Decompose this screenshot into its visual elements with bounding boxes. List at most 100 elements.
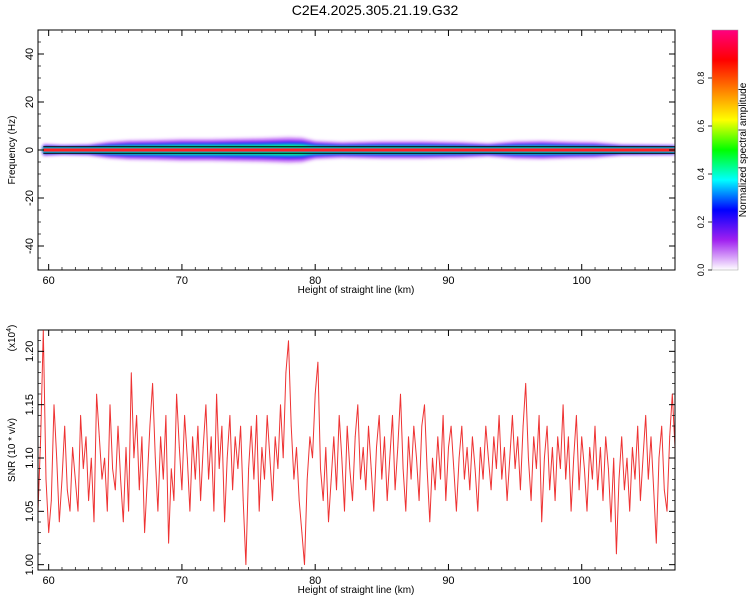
snr-point	[426, 468, 428, 470]
x-tick-label: 60	[43, 575, 55, 587]
snr-point	[394, 489, 396, 491]
snr-point	[234, 436, 236, 438]
snr-point	[338, 414, 340, 416]
snr-point	[224, 521, 226, 523]
snr-point	[474, 468, 476, 470]
snr-point	[485, 425, 487, 427]
snr-point	[469, 489, 471, 491]
snr-point	[320, 468, 321, 470]
snr-point	[205, 404, 207, 406]
snr-point	[178, 446, 180, 448]
snr-point	[152, 382, 154, 384]
snr-point	[242, 500, 244, 502]
snr-point	[640, 500, 641, 502]
snr-x-ticks: 60 70 80 90 100	[43, 330, 676, 587]
snr-point	[616, 553, 617, 555]
snr-point	[98, 436, 100, 438]
snr-point	[322, 500, 324, 502]
y-tick-label: -20	[24, 190, 36, 206]
snr-point	[154, 457, 156, 459]
snr-point	[493, 436, 495, 438]
snr-point	[666, 510, 668, 512]
snr-point	[114, 489, 116, 491]
snr-point	[85, 436, 87, 438]
snr-point	[101, 478, 103, 480]
snr-point	[210, 436, 212, 438]
snr-point	[384, 436, 385, 438]
colorbar-tick-label: 0.8	[696, 72, 706, 85]
snr-point	[53, 404, 55, 406]
snr-point	[416, 457, 417, 459]
snr-point	[245, 564, 247, 566]
snr-point	[661, 425, 663, 427]
snr-point	[176, 393, 178, 395]
spectrogram-y-axis-label: Frequency (Hz)	[7, 116, 18, 185]
snr-point	[658, 457, 660, 459]
snr-point	[282, 457, 284, 459]
snr-point	[264, 478, 265, 480]
snr-point	[370, 468, 372, 470]
snr-point	[413, 425, 415, 427]
snr-point	[482, 478, 484, 480]
spectrogram-panel: 60 70 80 90 100 -40 -20 0 20 40 Height of straig…	[7, 29, 676, 296]
snr-point	[240, 425, 242, 427]
y-tick-label: 40	[24, 48, 36, 60]
snr-point	[269, 457, 271, 459]
snr-point	[440, 478, 441, 480]
x-tick-label: 90	[442, 575, 454, 587]
snr-point	[216, 393, 218, 395]
snr-point	[573, 457, 575, 459]
snr-point	[634, 478, 636, 480]
y-tick-label: 1.05	[24, 501, 36, 522]
snr-point	[344, 510, 345, 512]
figure-title: C2E4.2025.305.21.19.G32	[291, 2, 459, 18]
snr-point	[248, 468, 250, 470]
snr-point	[608, 468, 609, 470]
snr-point	[93, 521, 95, 523]
snr-point	[162, 478, 164, 480]
snr-point	[378, 414, 380, 416]
y-tick-label: 20	[24, 96, 36, 108]
snr-point	[458, 457, 460, 459]
snr-point	[581, 436, 583, 438]
snr-point	[509, 457, 511, 459]
snr-point	[56, 457, 58, 459]
snr-point	[589, 446, 591, 448]
snr-point	[498, 414, 500, 416]
spectrogram-y-ticks: -40 -20 0 20 40	[24, 29, 675, 271]
snr-point	[80, 414, 81, 416]
snr-point	[621, 436, 623, 438]
colorbar-frame	[711, 29, 739, 271]
snr-point	[528, 457, 529, 459]
snr-point	[418, 500, 420, 502]
y-tick-label: 1.00	[24, 554, 36, 575]
snr-point	[96, 393, 97, 395]
snr-point	[160, 436, 162, 438]
snr-point	[360, 478, 361, 480]
svg-text:(x104): (x104)	[6, 325, 18, 352]
spectrogram-x-ticks: 60 70 80 90 100	[43, 30, 676, 287]
snr-point	[437, 436, 439, 438]
colorbar-gradient	[712, 30, 738, 270]
snr-point	[504, 446, 505, 448]
snr-point	[128, 510, 130, 512]
y-tick-label: -40	[24, 238, 36, 254]
snr-point	[466, 446, 468, 448]
snr-point	[106, 510, 108, 512]
x-tick-label: 70	[176, 575, 188, 587]
snr-point	[117, 425, 119, 427]
snr-point	[368, 425, 369, 427]
snr-point	[66, 489, 68, 491]
snr-point	[40, 436, 42, 438]
snr-point	[541, 521, 543, 523]
snr-point	[653, 489, 655, 491]
snr-point	[74, 478, 76, 480]
colorbar-ticks: 0.0 0.2 0.4 0.6 0.8	[696, 72, 712, 276]
snr-point	[197, 425, 199, 427]
snr-point	[402, 468, 404, 470]
snr-point	[168, 542, 170, 544]
snr-point	[301, 532, 303, 534]
snr-point	[288, 340, 289, 342]
snr-point	[357, 404, 359, 406]
snr-point	[445, 500, 447, 502]
